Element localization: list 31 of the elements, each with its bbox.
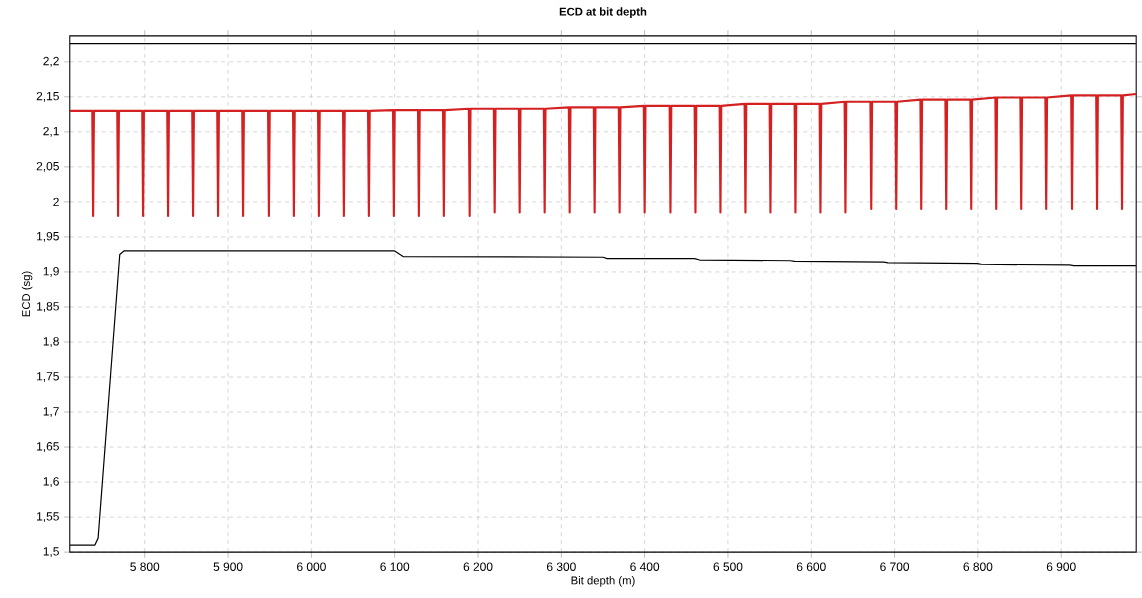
- x-tick-label: 6 200: [463, 562, 493, 571]
- y-tick-label: 1,75: [37, 372, 59, 382]
- y-axis-title: ECD (sg): [21, 271, 33, 317]
- x-tick-label: 5 900: [213, 562, 243, 571]
- y-tick-label: 1,65: [37, 442, 59, 452]
- y-tick-label: 2,2: [43, 56, 59, 67]
- y-tick-label: 2: [53, 197, 59, 207]
- y-tick-label: 1,85: [37, 302, 59, 312]
- y-tick-label: 1,5: [43, 547, 59, 558]
- y-tick-label: 1,7: [43, 407, 59, 417]
- y-tick-label: 2,1: [43, 126, 59, 137]
- y-tick-label: 1,95: [37, 231, 59, 242]
- x-tick-label: 6 300: [546, 562, 576, 571]
- y-tick-label: 1,55: [37, 512, 59, 522]
- x-tick-label: 6 500: [713, 562, 743, 571]
- y-tick-label: 2,05: [36, 161, 59, 172]
- x-tick-label: 6 400: [630, 562, 660, 571]
- y-tick-label: 1,9: [43, 267, 59, 277]
- x-tick-label: 6 100: [380, 562, 410, 571]
- x-axis-title: Bit depth (m): [571, 576, 635, 587]
- x-tick-label: 6 000: [297, 562, 326, 571]
- x-tick-label: 6 900: [1046, 562, 1076, 571]
- chart-title: ECD at bit depth: [559, 7, 647, 18]
- y-tick-label: 1,8: [43, 337, 59, 347]
- x-tick-label: 6 800: [963, 562, 993, 571]
- y-tick-label: 1,6: [43, 477, 59, 488]
- y-tick-label: 2,15: [36, 91, 59, 102]
- x-tick-label: 5 800: [130, 562, 160, 571]
- x-tick-label: 6 700: [880, 562, 910, 571]
- x-tick-label: 6 600: [796, 562, 826, 571]
- line-series: [69, 92, 1137, 217]
